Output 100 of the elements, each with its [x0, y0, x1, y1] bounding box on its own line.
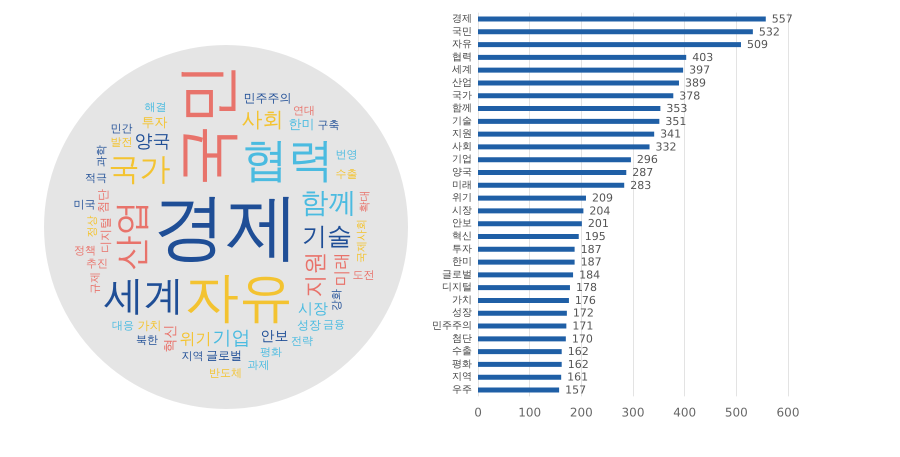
- text: 지역: [182, 349, 204, 362]
- y-tick-label: 사회: [452, 141, 472, 152]
- data-label: 296: [636, 153, 658, 166]
- bar: [478, 310, 567, 316]
- data-label: 532: [758, 25, 780, 38]
- bar: [478, 221, 582, 226]
- data-label: 509: [746, 38, 768, 52]
- data-label: 353: [666, 102, 688, 116]
- text: 가치: [138, 318, 162, 333]
- y-tick-label: 협력: [452, 52, 472, 63]
- bar: [478, 362, 562, 367]
- text: 사회: [242, 108, 284, 132]
- bar: [478, 324, 566, 329]
- bar: [478, 336, 566, 342]
- y-tick-label: 가치: [452, 294, 472, 306]
- text: 기업: [212, 326, 251, 349]
- data-label: 195: [584, 230, 606, 243]
- data-label: 341: [660, 128, 682, 141]
- text: 수출: [335, 167, 358, 180]
- y-tick-label: 지원: [452, 128, 472, 140]
- bar: [478, 106, 660, 112]
- y-tick-label: 세계: [452, 64, 472, 76]
- x-tick-label: 400: [673, 405, 696, 420]
- text: 양국: [134, 131, 170, 152]
- y-tick-label: 우주: [452, 384, 472, 396]
- data-label: 178: [576, 281, 597, 294]
- y-tick-label: 국민: [452, 26, 472, 38]
- text: 성장: [296, 318, 321, 332]
- text: 적극: [85, 172, 108, 185]
- text: 투자: [142, 116, 168, 131]
- text: 강화: [330, 289, 343, 312]
- bar: [478, 132, 654, 137]
- data-label: 397: [689, 64, 710, 77]
- data-label: 332: [656, 140, 677, 154]
- text: 첨단: [96, 188, 110, 213]
- text: 산업: [112, 200, 152, 270]
- bar: [478, 170, 626, 176]
- y-tick-label: 한미: [452, 256, 472, 268]
- text: 해결: [144, 100, 166, 114]
- data-label: 170: [572, 332, 593, 346]
- data-label: 351: [665, 114, 686, 128]
- data-label: 162: [568, 358, 589, 371]
- data-label: 403: [692, 50, 714, 64]
- x-tick-label: 500: [724, 405, 748, 420]
- text: 북한: [136, 333, 158, 346]
- data-label: 171: [572, 320, 594, 333]
- x-tick-label: 600: [776, 405, 800, 420]
- bar: [478, 42, 741, 48]
- data-label: 201: [588, 217, 609, 230]
- bar: [478, 196, 586, 201]
- y-tick-label: 경제: [452, 13, 472, 24]
- y-tick-label: 디지털: [442, 282, 472, 294]
- y-tick-label: 글로벌: [442, 269, 472, 280]
- y-tick-label: 안보: [452, 218, 472, 230]
- bar: [478, 208, 584, 214]
- text: 미국: [74, 198, 96, 212]
- bar: [478, 29, 753, 34]
- data-label: 287: [632, 166, 654, 180]
- y-tick-label: 산업: [452, 77, 472, 88]
- text: 국민: [170, 62, 244, 186]
- text: 도전: [352, 268, 374, 282]
- text: 금융: [323, 318, 346, 332]
- y-tick-label: 함께: [452, 103, 472, 114]
- y-tick-label: 민주주의: [432, 320, 472, 332]
- y-tick-label: 자유: [452, 39, 472, 50]
- data-label: 187: [580, 242, 602, 256]
- y-tick-label: 위기: [452, 192, 472, 204]
- y-tick-label: 지역: [452, 372, 472, 383]
- text: 번영: [335, 148, 358, 162]
- text: 정책: [74, 244, 96, 257]
- data-label: 209: [592, 192, 613, 205]
- y-tick-label: 첨단: [452, 333, 472, 344]
- text: 반도체: [208, 366, 242, 380]
- bar: [478, 54, 686, 60]
- text: 과학: [94, 145, 108, 168]
- data-label: 184: [579, 268, 600, 282]
- bar: [478, 118, 660, 124]
- text: 지원: [302, 251, 329, 298]
- y-tick-label: 기술: [452, 116, 472, 127]
- x-tick-label: 100: [518, 405, 542, 420]
- y-tick-label: 기업: [452, 154, 472, 166]
- text: 협력: [242, 132, 334, 186]
- y-tick-label: 국가: [452, 90, 472, 102]
- y-tick-label: 성장: [452, 308, 472, 319]
- text: 과제: [248, 358, 270, 372]
- x-tick-label: 200: [570, 405, 593, 420]
- data-label: 176: [574, 294, 596, 307]
- data-label: 283: [630, 178, 652, 192]
- text: 대응: [112, 318, 134, 332]
- bar: [478, 93, 674, 98]
- text: 민간: [110, 122, 133, 136]
- text: 연대: [292, 104, 315, 118]
- y-tick-label: 평화: [452, 358, 472, 370]
- text: 기술: [302, 221, 352, 250]
- text: 정상: [85, 216, 98, 238]
- text: 평화: [260, 345, 282, 358]
- text: 세계: [104, 272, 184, 319]
- bar: [478, 234, 579, 239]
- bar: [478, 272, 574, 278]
- text: 미래: [332, 252, 352, 286]
